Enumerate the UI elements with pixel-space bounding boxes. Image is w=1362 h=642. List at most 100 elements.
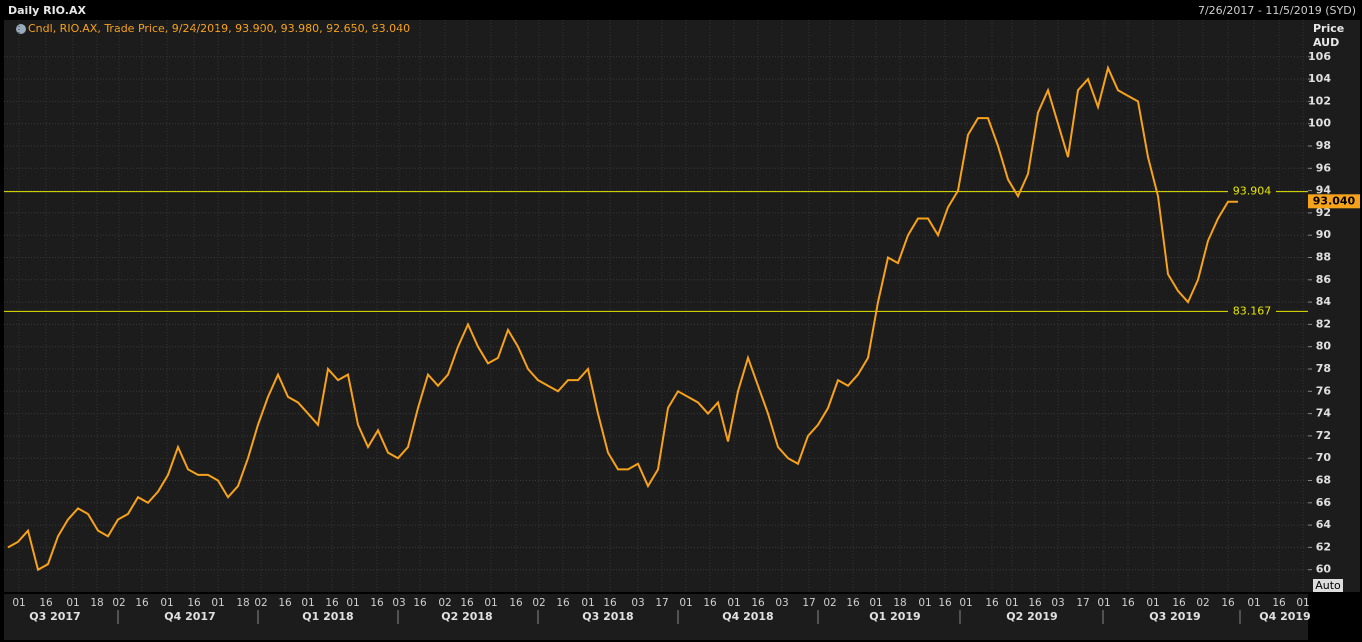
x-tick-label: 01 xyxy=(869,597,882,609)
x-tick-label: 16 xyxy=(985,597,999,609)
last-price-label: 93.040 xyxy=(1313,194,1356,207)
last-price-box xyxy=(1308,194,1360,209)
hline-label-bg xyxy=(1228,184,1276,199)
y-tick-label: 96 xyxy=(1316,161,1332,174)
quarter-label: Q3 2018 xyxy=(582,610,633,623)
x-tick-label: 01 xyxy=(484,597,497,609)
x-tick-label: 16 xyxy=(135,597,149,609)
y-tick-label: 70 xyxy=(1316,451,1332,464)
chart-title: Daily RIO.AX xyxy=(8,4,86,17)
price-line xyxy=(7,64,1238,572)
quarter-label: Q4 2019 xyxy=(1259,610,1310,623)
x-tick-label: 16 xyxy=(460,597,474,609)
x-tick-label: 16 xyxy=(751,597,765,609)
x-tick-label: 16 xyxy=(556,597,570,609)
x-tick-label: 16 xyxy=(938,597,952,609)
x-tick-label: 01 xyxy=(66,597,79,609)
x-axis-area xyxy=(4,594,1308,640)
x-tick-label: 01 xyxy=(160,597,173,609)
x-tick-label: 16 xyxy=(1221,597,1235,609)
auto-button[interactable] xyxy=(1313,579,1343,592)
x-tick-label: 02 xyxy=(438,597,451,609)
y-tick-label: 98 xyxy=(1316,139,1331,152)
quarter-label: Q4 2017 xyxy=(164,610,215,623)
x-tick-label: 01 xyxy=(679,597,692,609)
y-tick-label: 92 xyxy=(1316,206,1331,219)
y-tick-label: 72 xyxy=(1316,429,1331,442)
y-tick-label: 106 xyxy=(1308,50,1331,63)
x-tick-label: 02 xyxy=(1196,597,1209,609)
x-tick-label: 16 xyxy=(370,597,384,609)
x-tick-label: 01 xyxy=(211,597,224,609)
x-tick-label: 01 xyxy=(346,597,359,609)
x-tick-label: 18 xyxy=(236,597,249,609)
x-tick-label: 16 xyxy=(703,597,717,609)
x-tick-label: 16 xyxy=(1172,597,1186,609)
x-tick-label: 02 xyxy=(532,597,545,609)
x-tick-label: 02 xyxy=(254,597,267,609)
hline-label: 93.904 xyxy=(1233,185,1272,198)
y-axis-label: Price xyxy=(1313,22,1344,35)
x-tick-label: 16 xyxy=(1028,597,1042,609)
x-tick-label: 03 xyxy=(1051,597,1064,609)
x-tick-label: 03 xyxy=(631,597,644,609)
y-axis-unit: AUD xyxy=(1313,36,1339,49)
y-tick-label: 68 xyxy=(1316,473,1331,486)
x-tick-label: 16 xyxy=(278,597,292,609)
y-tick-label: 82 xyxy=(1316,317,1331,330)
hline-label: 83.167 xyxy=(1233,304,1272,317)
x-tick-label: 01 xyxy=(918,597,931,609)
x-tick-label: 01 xyxy=(1296,597,1309,609)
legend-text: Cndl, RIO.AX, Trade Price, 9/24/2019, 93… xyxy=(28,22,410,35)
x-tick-label: 01 xyxy=(959,597,972,609)
quarter-label: Q4 2018 xyxy=(722,610,773,623)
x-tick-label: 16 xyxy=(187,597,201,609)
x-tick-label: 01 xyxy=(581,597,594,609)
y-tick-label: 66 xyxy=(1316,496,1332,509)
x-tick-label: 01 xyxy=(1247,597,1260,609)
x-tick-label: 03 xyxy=(392,597,405,609)
y-tick-label: 76 xyxy=(1316,384,1332,397)
quarter-label: Q1 2018 xyxy=(302,610,353,623)
x-tick-label: 01 xyxy=(301,597,314,609)
y-tick-label: 100 xyxy=(1308,117,1331,130)
x-tick-label: 16 xyxy=(846,597,860,609)
x-tick-label: 16 xyxy=(1121,597,1135,609)
x-tick-label: 18 xyxy=(90,597,103,609)
date-range: 7/26/2017 - 11/5/2019 (SYD) xyxy=(1198,4,1356,17)
x-tick-label: 01 xyxy=(1005,597,1018,609)
y-tick-label: 84 xyxy=(1316,295,1332,308)
y-tick-label: 102 xyxy=(1308,94,1331,107)
axis-area xyxy=(1308,20,1360,592)
quarter-label: Q2 2018 xyxy=(441,610,492,623)
y-tick-label: 80 xyxy=(1316,340,1332,353)
y-tick-label: 74 xyxy=(1316,407,1332,420)
y-tick-label: 64 xyxy=(1316,518,1332,531)
x-tick-label: 16 xyxy=(603,597,617,609)
x-tick-label: 01 xyxy=(1146,597,1159,609)
legend-icon xyxy=(16,24,26,34)
x-tick-label: 17 xyxy=(1076,597,1089,609)
hline-label-bg xyxy=(1228,304,1276,319)
y-tick-label: 104 xyxy=(1308,72,1331,85)
y-tick-label: 94 xyxy=(1316,184,1332,197)
x-tick-label: 16 xyxy=(413,597,427,609)
x-tick-label: 01 xyxy=(727,597,740,609)
y-tick-label: 86 xyxy=(1316,273,1332,286)
x-tick-label: 17 xyxy=(802,597,815,609)
x-tick-label: 03 xyxy=(775,597,788,609)
x-tick-label: 17 xyxy=(655,597,668,609)
auto-label[interactable]: Auto xyxy=(1315,579,1341,592)
x-tick-label: 18 xyxy=(893,597,906,609)
x-tick-label: 16 xyxy=(509,597,523,609)
x-tick-label: 02 xyxy=(112,597,125,609)
quarter-label: Q1 2019 xyxy=(869,610,920,623)
x-tick-label: 16 xyxy=(325,597,339,609)
y-tick-label: 60 xyxy=(1316,563,1332,576)
y-tick-label: 78 xyxy=(1316,362,1331,375)
plot-area xyxy=(4,20,1308,592)
quarter-label: Q3 2019 xyxy=(1149,610,1200,623)
y-tick-label: 90 xyxy=(1316,228,1332,241)
quarter-label: Q2 2019 xyxy=(1006,610,1057,623)
